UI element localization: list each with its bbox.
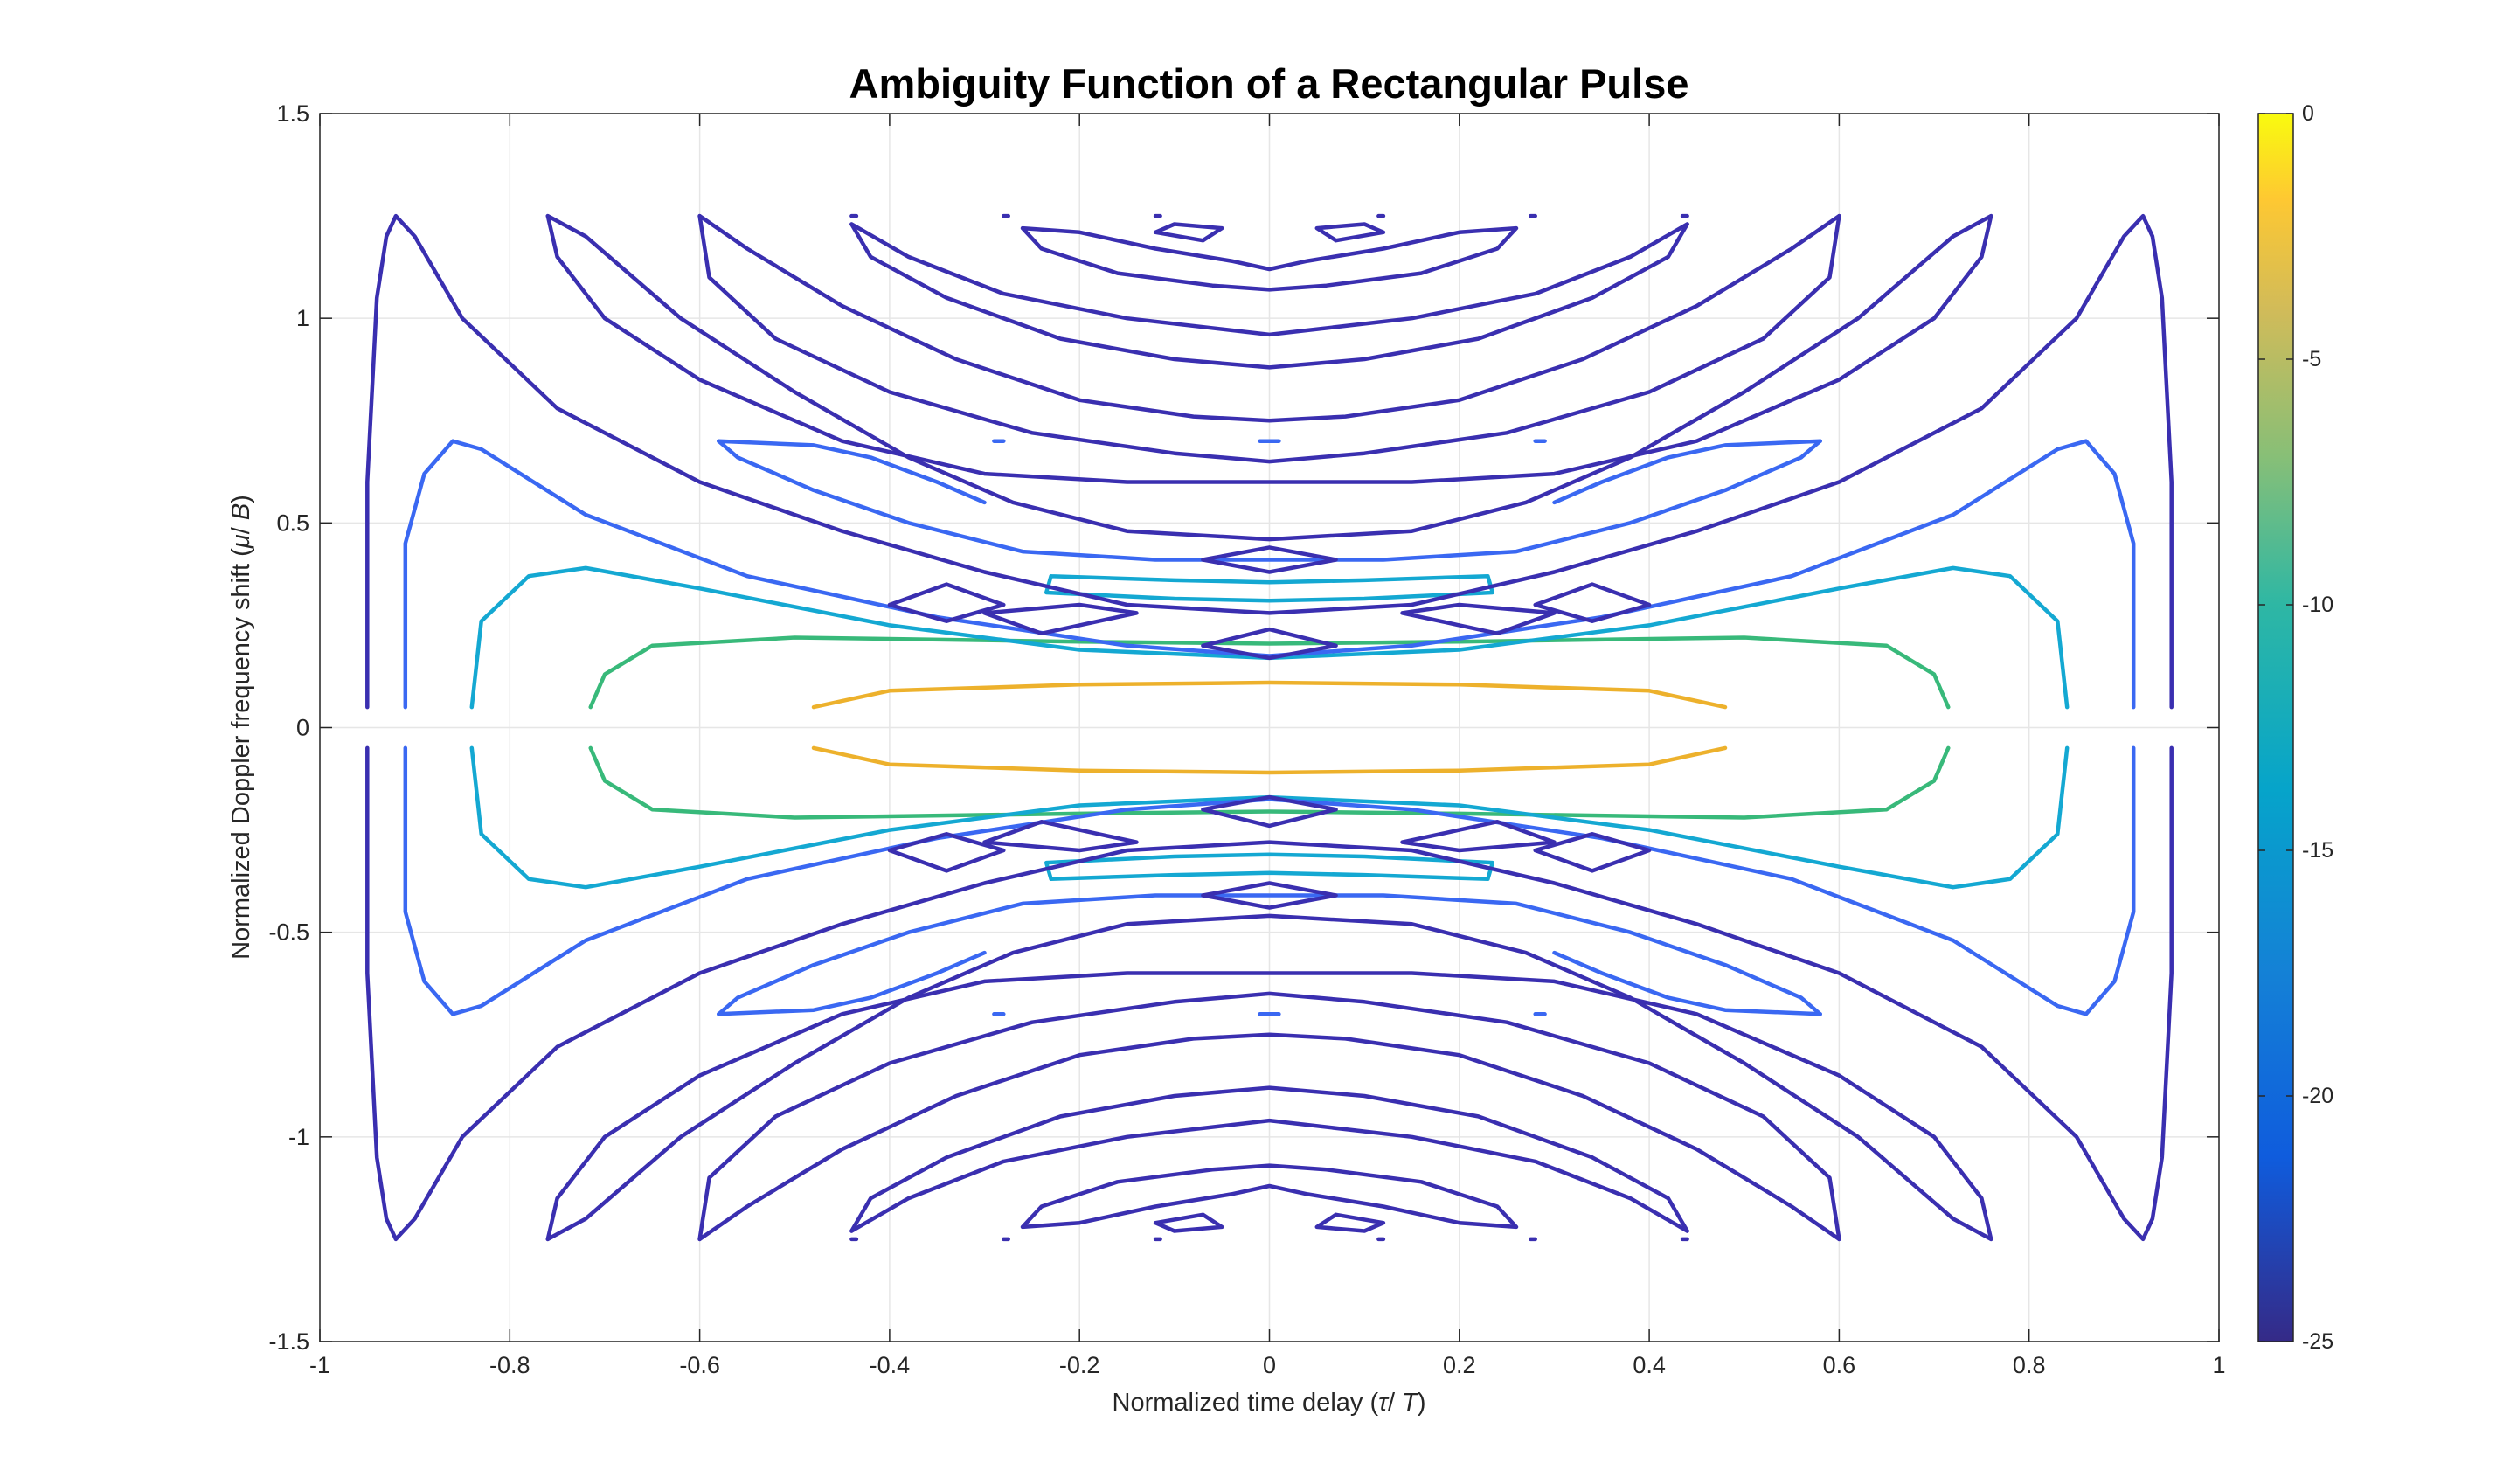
colorbar bbox=[2257, 113, 2294, 1342]
x-tick-label: -1 bbox=[309, 1352, 330, 1378]
y-tick-label: 0 bbox=[296, 715, 309, 741]
x-tick-label: 1 bbox=[2212, 1352, 2225, 1378]
contour-line bbox=[545, 971, 1993, 1242]
contour-line bbox=[849, 222, 1689, 370]
contour-line bbox=[1044, 573, 1495, 603]
contour-line bbox=[1533, 582, 1652, 623]
contour-line bbox=[588, 635, 1951, 710]
contour-line bbox=[697, 213, 1841, 464]
contour-line bbox=[982, 602, 1139, 636]
contour-line bbox=[1201, 545, 1338, 574]
y-axis-label: Normalized Doppler frequency shift (μ/ B… bbox=[227, 495, 255, 960]
contour-line bbox=[1400, 819, 1557, 853]
x-tick-label: 0.2 bbox=[1443, 1352, 1476, 1378]
y-tick-label: -1 bbox=[288, 1124, 309, 1150]
contour-line bbox=[1020, 1163, 1519, 1230]
x-label-text-2: / bbox=[1388, 1389, 1402, 1417]
x-label-tau: τ bbox=[1378, 1389, 1390, 1417]
contour-line bbox=[887, 832, 1006, 873]
contour-lines bbox=[365, 213, 2174, 1242]
y-tick-label: 0.5 bbox=[276, 510, 309, 536]
chart-title: Ambiguity Function of a Rectangular Puls… bbox=[849, 60, 1689, 107]
y-axis-ticks: -1.5 -1 -0.5 0 0.5 1 1.5 bbox=[268, 101, 2219, 1355]
colorbar-tick-label: -20 bbox=[2302, 1084, 2333, 1108]
x-label-T: T bbox=[1402, 1389, 1419, 1417]
contour-line bbox=[717, 950, 987, 1016]
colorbar-tick-label: -25 bbox=[2302, 1329, 2333, 1354]
x-axis-label: Normalized time delay (τ/ T) bbox=[1113, 1389, 1426, 1417]
contour-line bbox=[887, 582, 1006, 623]
x-tick-label: 0 bbox=[1263, 1352, 1276, 1378]
y-label-mu: μ bbox=[227, 534, 255, 549]
contour-line bbox=[717, 439, 1822, 562]
colorbar-tick-label: 0 bbox=[2302, 101, 2314, 126]
contour-line bbox=[849, 222, 1689, 337]
contour-line bbox=[697, 213, 1841, 423]
contour-line bbox=[1153, 222, 1224, 243]
colorbar-tick-label: -5 bbox=[2302, 347, 2321, 371]
x-label-text-1: Normalized time delay ( bbox=[1113, 1389, 1379, 1417]
contour-line bbox=[1020, 225, 1519, 292]
y-label-text-2: / bbox=[227, 520, 255, 534]
contour-line bbox=[545, 913, 1993, 1242]
x-tick-label: -0.6 bbox=[679, 1352, 720, 1378]
y-label-text-3: ) bbox=[227, 495, 255, 503]
y-tick-label: 1 bbox=[296, 305, 309, 331]
contour-line bbox=[365, 213, 2174, 710]
contour-line bbox=[982, 819, 1139, 853]
x-tick-label: 0.6 bbox=[1823, 1352, 1856, 1378]
y-tick-label: 1.5 bbox=[276, 101, 309, 127]
contour-line bbox=[1552, 439, 1822, 505]
colorbar-tick-label: -15 bbox=[2302, 838, 2333, 863]
contour-line bbox=[697, 1032, 1841, 1242]
contour-line bbox=[717, 439, 987, 505]
contour-line bbox=[588, 745, 1951, 820]
contour-line bbox=[1533, 832, 1652, 873]
x-tick-label: -0.8 bbox=[489, 1352, 530, 1378]
contour-line bbox=[1400, 602, 1557, 636]
x-tick-label: 0.4 bbox=[1633, 1352, 1666, 1378]
colorbar-tick-label: -10 bbox=[2302, 593, 2333, 617]
contour-line bbox=[811, 680, 1728, 710]
contour-line bbox=[1314, 1212, 1386, 1233]
contour-line bbox=[403, 439, 2136, 710]
contour-line bbox=[697, 991, 1841, 1242]
contour-line bbox=[717, 893, 1822, 1016]
contour-line bbox=[849, 1085, 1689, 1233]
x-tick-label: -0.2 bbox=[1059, 1352, 1100, 1378]
contour-line bbox=[365, 745, 2174, 1242]
contour-line bbox=[1201, 881, 1338, 910]
contour-line bbox=[1201, 627, 1338, 661]
contour-line bbox=[545, 213, 1993, 484]
contour-line bbox=[1153, 1212, 1224, 1233]
x-label-text-3: ) bbox=[1418, 1389, 1426, 1417]
contour-line bbox=[403, 745, 2136, 1016]
contour-line bbox=[849, 1118, 1689, 1233]
contour-line bbox=[1201, 794, 1338, 829]
contour-line bbox=[1044, 852, 1495, 882]
x-tick-label: -0.4 bbox=[870, 1352, 911, 1378]
contour-line bbox=[1552, 950, 1822, 1016]
y-label-B: B bbox=[227, 503, 255, 520]
contour-line bbox=[545, 213, 1993, 542]
y-tick-label: -1.5 bbox=[268, 1328, 309, 1355]
x-tick-label: 0.8 bbox=[2013, 1352, 2046, 1378]
y-label-text-1: Normalized Doppler frequency shift ( bbox=[227, 548, 255, 960]
contour-line bbox=[811, 745, 1728, 775]
y-tick-label: -0.5 bbox=[268, 919, 309, 946]
contour-line bbox=[1314, 222, 1386, 243]
x-axis-ticks: -1 -0.8 -0.6 -0.4 -0.2 0 0.2 0.4 0.6 0.8 1 bbox=[309, 114, 2226, 1378]
colorbar-ticks: 0 -5 -10 -15 -20 -25 bbox=[2258, 101, 2333, 1354]
